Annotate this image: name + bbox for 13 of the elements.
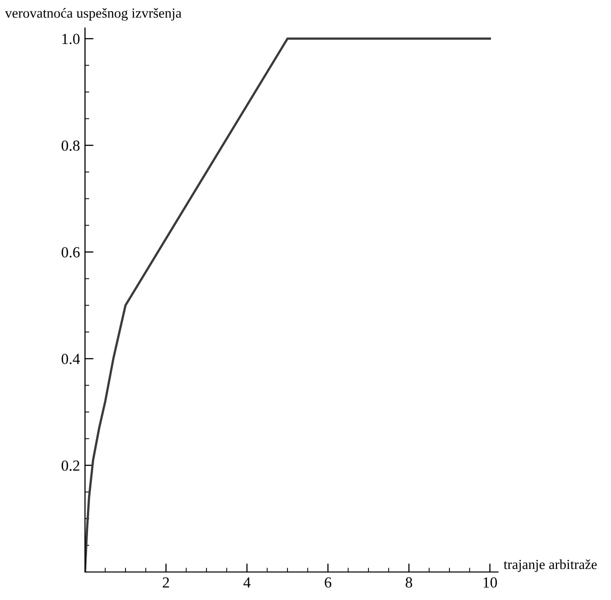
- y-tick-label: 0.4: [62, 354, 80, 364]
- y-tick-label: 0.2: [62, 460, 80, 471]
- y-tick-label: 0.8: [62, 140, 80, 151]
- x-tick-label: 6: [324, 577, 332, 588]
- x-tick-label: 8: [406, 577, 412, 588]
- line-series: [85, 38, 492, 572]
- y-tick-label: 0.6: [62, 247, 80, 258]
- y-axis-title: verovatnoća uspešnog izvršenja: [5, 8, 182, 21]
- x-tick-label: 2: [162, 577, 169, 588]
- x-tick-label: 4: [243, 577, 251, 588]
- x-tick-label: 10: [484, 577, 497, 588]
- y-tick-label: 1.0: [62, 34, 80, 44]
- x-axis-title: trajanje arbitraže: [504, 559, 597, 572]
